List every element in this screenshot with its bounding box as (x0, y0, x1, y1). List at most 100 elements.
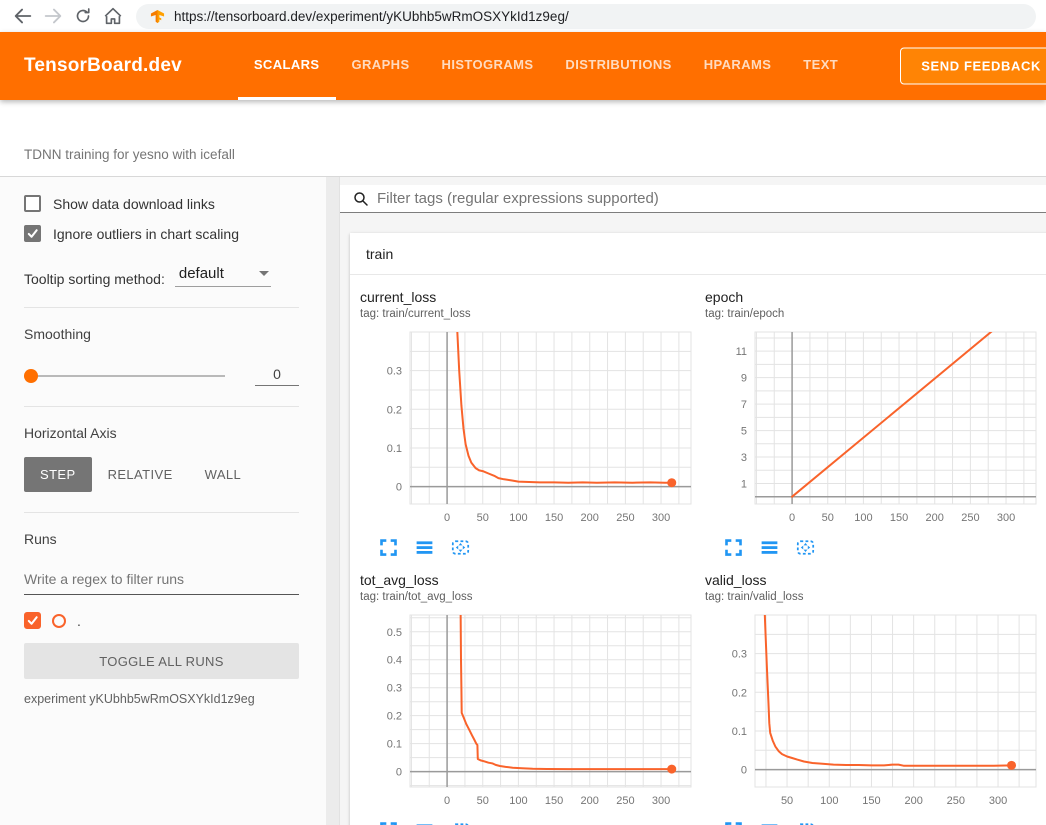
smoothing-value-input[interactable]: 0 (255, 366, 299, 386)
fit-domain-icon[interactable] (450, 820, 471, 825)
chart-card-valid_loss: valid_losstag: train/valid_loss501001502… (705, 572, 1046, 825)
filter-tags-input[interactable]: Filter tags (regular expressions support… (340, 185, 1046, 213)
chart-title: epoch (705, 289, 1046, 305)
chart-plot-epoch[interactable]: 0501001502002503001357911 (705, 328, 1040, 528)
url-bar[interactable]: https://tensorboard.dev/experiment/yKUbh… (136, 4, 1036, 29)
svg-text:300: 300 (652, 795, 670, 807)
fit-domain-icon[interactable] (795, 820, 816, 825)
smoothing-slider[interactable] (24, 369, 225, 383)
runs-regex-input[interactable]: Write a regex to filter runs (24, 571, 299, 595)
tab-scalars[interactable]: SCALARS (238, 32, 336, 100)
chart-action-icons (360, 811, 705, 825)
expand-icon[interactable] (378, 537, 399, 558)
axis-button-relative[interactable]: RELATIVE (92, 457, 189, 492)
filter-tags-placeholder: Filter tags (regular expressions support… (377, 190, 659, 207)
run-list-item[interactable]: . (24, 612, 299, 629)
run-name: . (77, 613, 81, 629)
toggle-all-runs-button[interactable]: TOGGLE ALL RUNS (24, 643, 299, 679)
tab-text[interactable]: TEXT (787, 32, 854, 100)
back-arrow-icon[interactable] (8, 3, 38, 29)
svg-text:0.3: 0.3 (387, 683, 402, 695)
svg-text:0: 0 (741, 765, 747, 777)
tag-group-header[interactable]: train (350, 233, 1046, 275)
chart-action-icons (705, 811, 1046, 825)
svg-text:11: 11 (736, 346, 747, 358)
slider-thumb[interactable] (24, 369, 38, 383)
svg-text:150: 150 (545, 512, 563, 524)
svg-text:0.1: 0.1 (732, 726, 747, 738)
chart-tag: tag: train/tot_avg_loss (360, 591, 705, 603)
axis-button-step[interactable]: STEP (24, 457, 92, 492)
log-scale-icon[interactable] (759, 820, 780, 825)
svg-text:100: 100 (509, 795, 527, 807)
tab-distributions[interactable]: DISTRIBUTIONS (549, 32, 687, 100)
svg-text:100: 100 (854, 512, 872, 524)
svg-text:250: 250 (947, 795, 965, 807)
show-download-links-checkbox[interactable]: Show data download links (24, 195, 299, 212)
slider-track (24, 375, 225, 377)
run-checkbox-checked-icon[interactable] (24, 612, 41, 629)
svg-text:0.5: 0.5 (387, 627, 402, 639)
experiment-id: experiment yKUbhb5wRmOSXYkId1z9eg (24, 692, 299, 706)
svg-text:250: 250 (961, 512, 979, 524)
chart-card-current_loss: current_losstag: train/current_loss05010… (360, 289, 705, 562)
checkbox-checked-icon[interactable] (24, 225, 41, 242)
svg-text:0: 0 (396, 482, 402, 494)
fit-domain-icon[interactable] (795, 537, 816, 558)
expand-icon[interactable] (723, 537, 744, 558)
divider (24, 512, 299, 513)
home-icon[interactable] (98, 3, 128, 29)
reload-icon[interactable] (68, 3, 98, 29)
chart-plot-tot_avg_loss[interactable]: 05010015020025030000.10.20.30.40.5 (360, 611, 695, 811)
axis-button-wall[interactable]: WALL (189, 457, 258, 492)
svg-text:150: 150 (545, 795, 563, 807)
svg-text:5: 5 (741, 426, 747, 438)
svg-text:200: 200 (904, 795, 922, 807)
log-scale-icon[interactable] (414, 537, 435, 558)
svg-text:0: 0 (789, 512, 795, 524)
nav-tabs: SCALARSGRAPHSHISTOGRAMSDISTRIBUTIONSHPAR… (238, 32, 854, 100)
tab-hparams[interactable]: HPARAMS (688, 32, 788, 100)
ignore-outliers-checkbox[interactable]: Ignore outliers in chart scaling (24, 225, 299, 242)
brand-title: TensorBoard.dev (24, 55, 182, 77)
send-feedback-button[interactable]: SEND FEEDBACK (900, 48, 1046, 85)
chart-plot-current_loss[interactable]: 05010015020025030000.10.20.3 (360, 328, 695, 528)
svg-text:9: 9 (741, 373, 747, 385)
chart-action-icons (705, 528, 1046, 562)
chart-tag: tag: train/epoch (705, 308, 1046, 320)
horizontal-axis-label: Horizontal Axis (24, 425, 299, 441)
log-scale-icon[interactable] (759, 537, 780, 558)
checkbox-unchecked-icon[interactable] (24, 195, 41, 212)
chart-plot-valid_loss[interactable]: 5010015020025030000.10.20.3 (705, 611, 1040, 811)
svg-text:7: 7 (741, 399, 747, 411)
svg-text:0.2: 0.2 (387, 404, 402, 416)
svg-text:250: 250 (616, 512, 634, 524)
app-header: TensorBoard.dev SCALARSGRAPHSHISTOGRAMSD… (0, 32, 1046, 100)
tensorboard-favicon (150, 9, 165, 24)
divider (24, 307, 299, 308)
fit-domain-icon[interactable] (450, 537, 471, 558)
svg-text:200: 200 (581, 512, 599, 524)
log-scale-icon[interactable] (414, 820, 435, 825)
svg-text:150: 150 (890, 512, 908, 524)
svg-text:100: 100 (509, 512, 527, 524)
tag-group-card: train current_losstag: train/current_los… (350, 233, 1046, 825)
expand-icon[interactable] (723, 820, 744, 825)
svg-text:150: 150 (862, 795, 880, 807)
chart-title: valid_loss (705, 572, 1046, 588)
svg-text:200: 200 (581, 795, 599, 807)
svg-text:300: 300 (652, 512, 670, 524)
tab-graphs[interactable]: GRAPHS (336, 32, 426, 100)
chart-tag: tag: train/valid_loss (705, 591, 1046, 603)
svg-text:3: 3 (741, 452, 747, 464)
tab-histograms[interactable]: HISTOGRAMS (426, 32, 550, 100)
chart-title: tot_avg_loss (360, 572, 705, 588)
expand-icon[interactable] (378, 820, 399, 825)
svg-text:0.1: 0.1 (387, 739, 402, 751)
svg-text:50: 50 (822, 512, 834, 524)
sidebar-scrollbar[interactable] (326, 177, 339, 825)
settings-sidebar: Show data download links Ignore outliers… (0, 177, 340, 825)
browser-toolbar: https://tensorboard.dev/experiment/yKUbh… (0, 0, 1046, 32)
tooltip-sorting-select[interactable]: default (175, 264, 271, 287)
forward-arrow-icon[interactable] (38, 3, 68, 29)
